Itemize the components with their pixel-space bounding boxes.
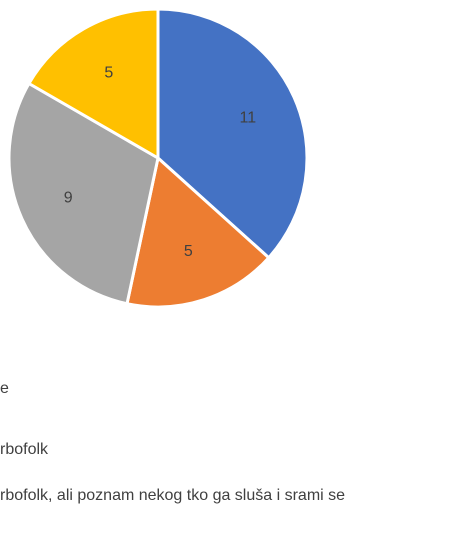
slice-label-2: 9	[64, 189, 73, 206]
pie-slice-2	[7, 82, 160, 306]
pie-slice-1	[125, 156, 271, 309]
pie-data-labels: 11 5 9 5	[64, 64, 257, 260]
slice-label-3: 5	[104, 64, 113, 81]
pie-chart: 11 5 9 5	[7, 7, 309, 309]
legend-entry-1: rbofolk	[0, 441, 49, 458]
pie-slice-0	[156, 7, 309, 260]
slice-label-0: 11	[240, 110, 257, 127]
pie-slices	[7, 7, 309, 309]
legend-entry-2: rbofolk, ali poznam nekog tko ga sluša i…	[0, 487, 346, 504]
slice-label-1: 5	[184, 243, 193, 260]
pie-slice-3	[27, 7, 160, 160]
legend-entry-0: e	[0, 380, 9, 397]
